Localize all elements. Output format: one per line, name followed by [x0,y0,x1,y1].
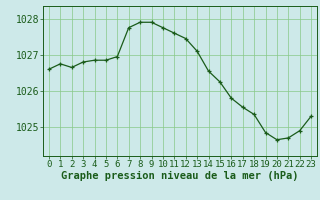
X-axis label: Graphe pression niveau de la mer (hPa): Graphe pression niveau de la mer (hPa) [61,171,299,181]
